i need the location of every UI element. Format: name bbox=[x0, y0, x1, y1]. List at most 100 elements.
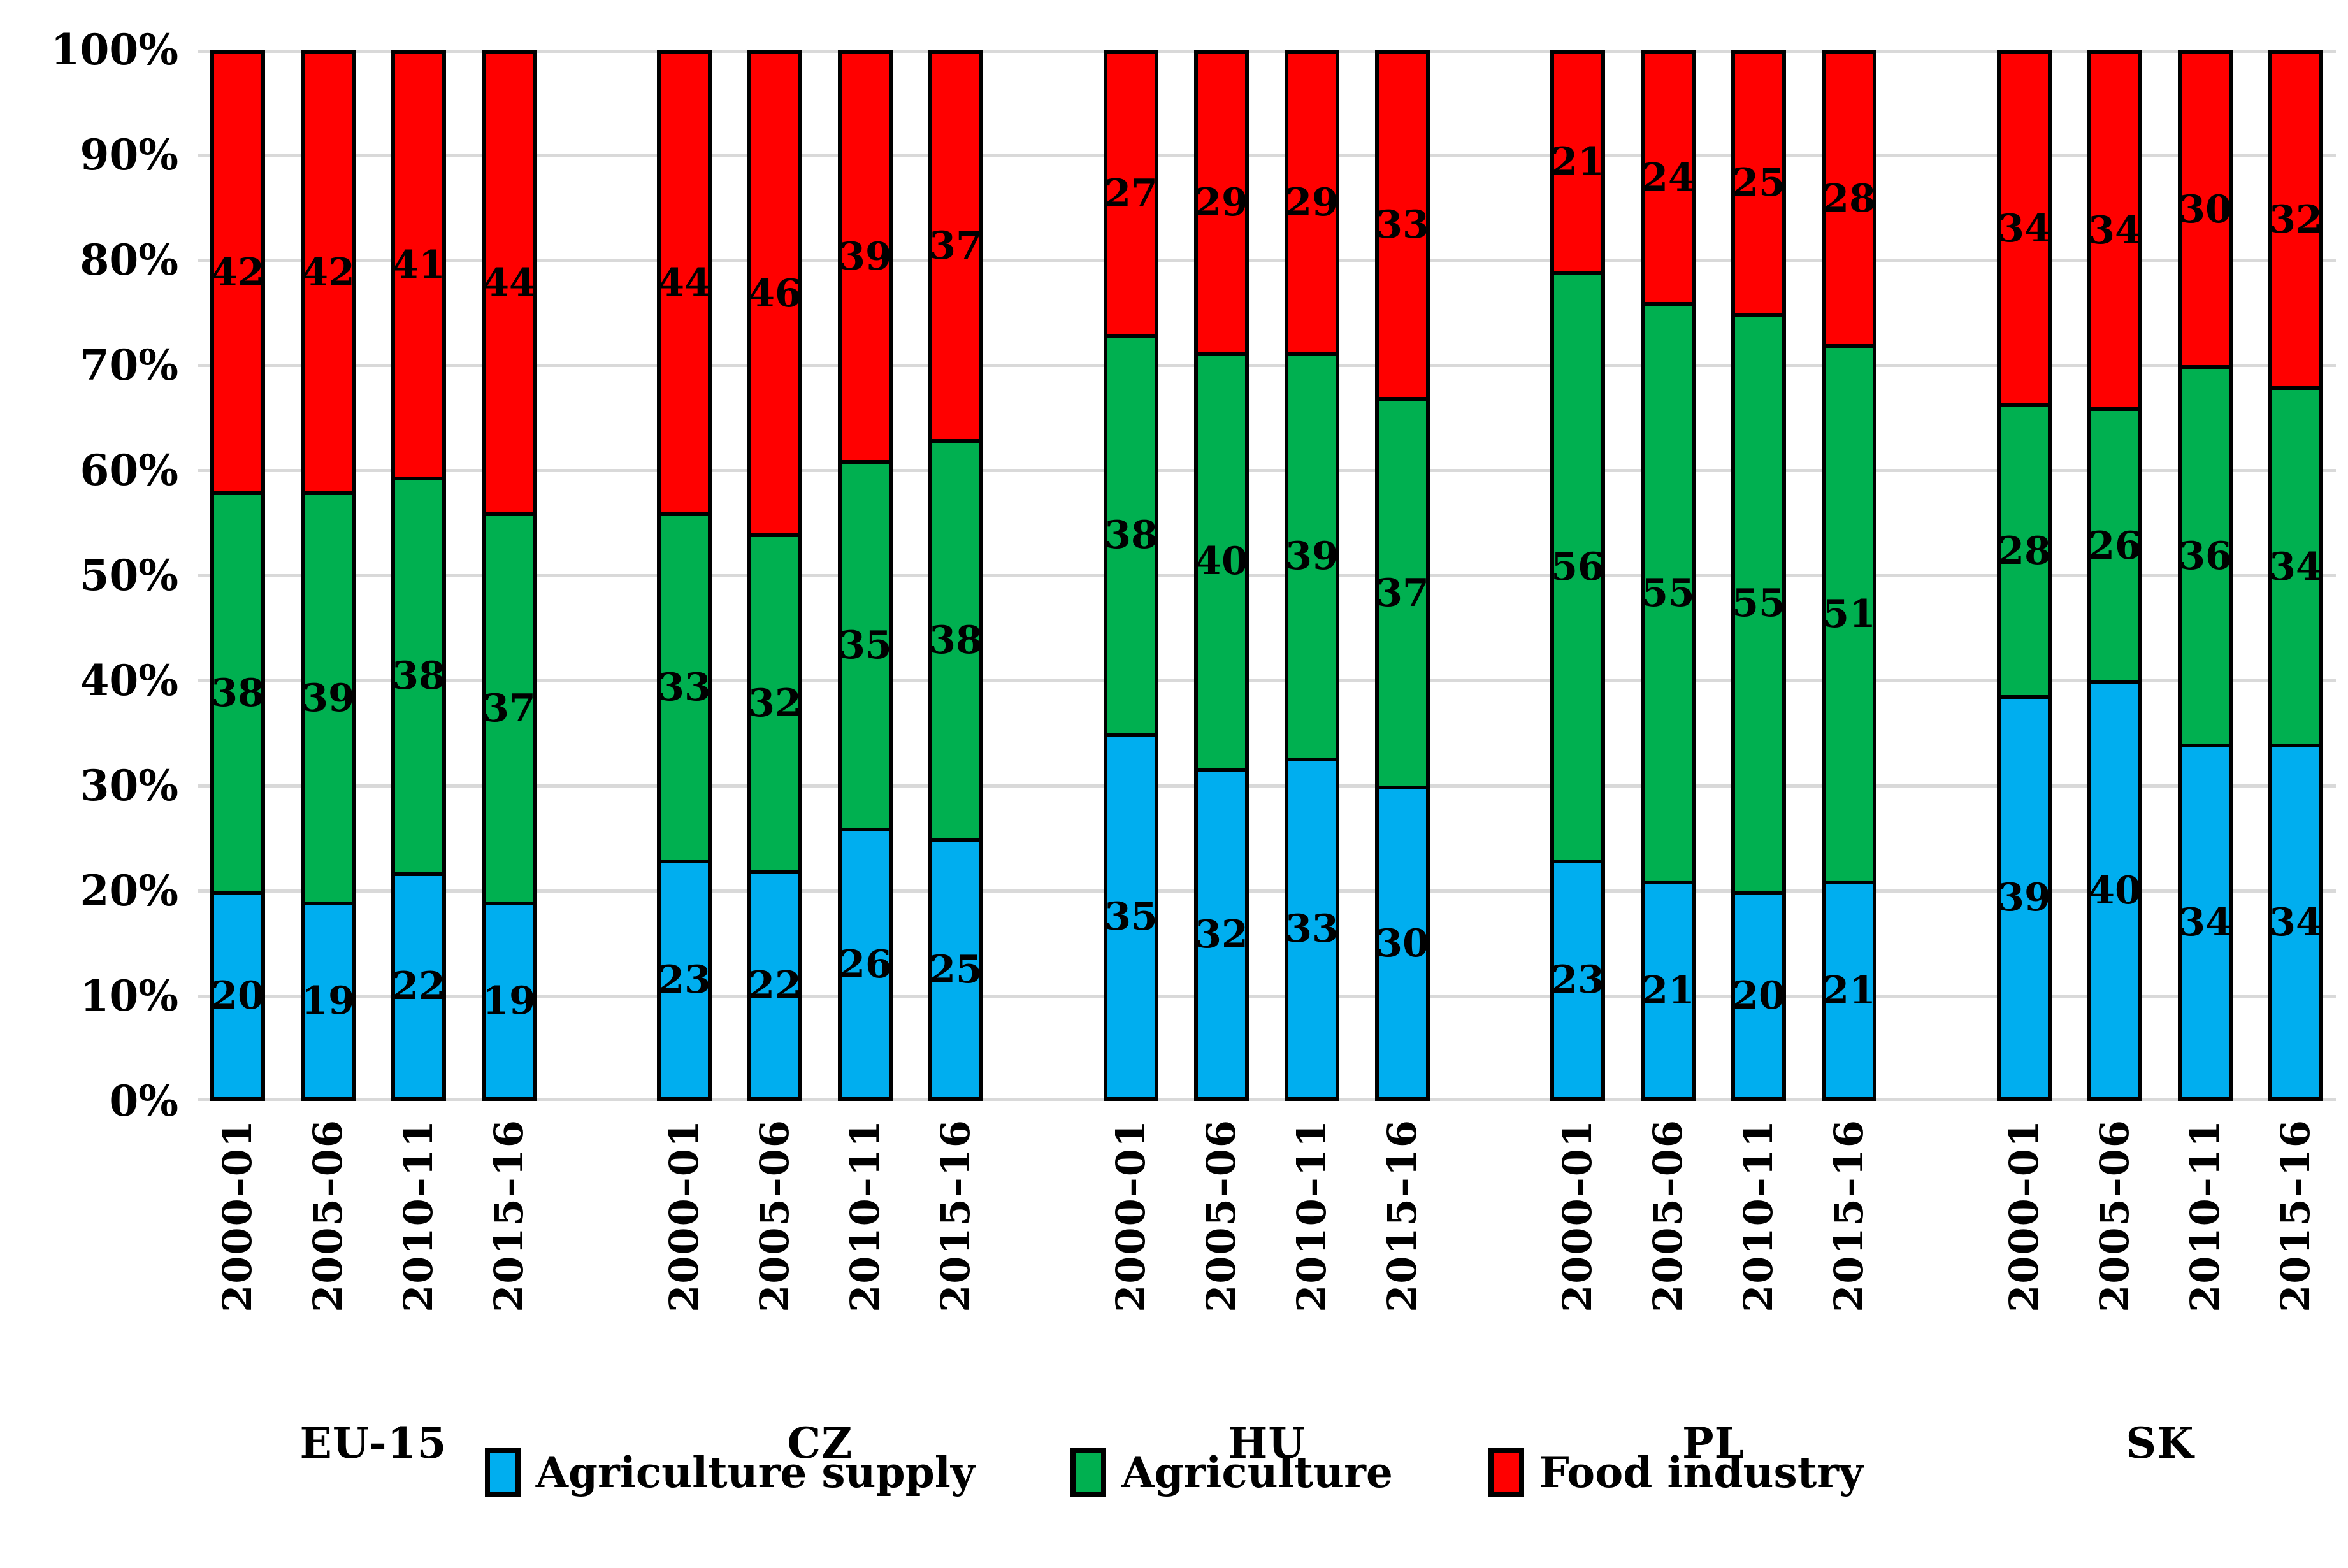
segment-food-industry: 42 bbox=[210, 50, 265, 491]
x-tick-label: 2005–06 bbox=[751, 1119, 798, 1313]
segment-agriculture: 38 bbox=[210, 491, 265, 891]
segment-value-label: 32 bbox=[2269, 198, 2323, 242]
y-axis-tick-label: 70% bbox=[80, 340, 178, 390]
segment-agriculture: 33 bbox=[657, 512, 712, 860]
segment-agriculture: 55 bbox=[1731, 312, 1786, 891]
segment-value-label: 23 bbox=[658, 958, 711, 1003]
segment-food-industry: 34 bbox=[1997, 50, 2052, 404]
gridline bbox=[198, 574, 2336, 577]
segment-agriculture-supply: 23 bbox=[657, 859, 712, 1101]
x-tick: 2005–06 bbox=[1641, 1119, 1696, 1393]
segment-agriculture-supply: 25 bbox=[928, 838, 983, 1101]
y-axis-tick-label: 30% bbox=[80, 761, 178, 810]
stacked-bar-hu-2010-11: 29 39 33 bbox=[1285, 50, 1339, 1101]
segment-value-label: 51 bbox=[1822, 591, 1876, 637]
x-tick: 2015–16 bbox=[482, 1119, 537, 1393]
segment-agriculture: 38 bbox=[928, 438, 983, 838]
legend-label: Agriculture supply bbox=[535, 1448, 976, 1497]
segment-value-label: 42 bbox=[301, 250, 355, 295]
x-tick: 2010–11 bbox=[838, 1119, 893, 1393]
segment-agriculture: 39 bbox=[1285, 351, 1339, 758]
segment-value-label: 30 bbox=[2179, 187, 2232, 232]
stacked-bar-hu-2000-01: 27 38 35 bbox=[1104, 50, 1158, 1101]
y-axis-tick-label: 10% bbox=[80, 971, 178, 1021]
segment-food-industry: 24 bbox=[1641, 50, 1696, 302]
gridline bbox=[198, 679, 2336, 682]
segment-value-label: 20 bbox=[1732, 974, 1785, 1018]
segment-agriculture: 38 bbox=[391, 476, 446, 872]
segment-food-industry: 41 bbox=[391, 50, 446, 477]
segment-food-industry: 32 bbox=[2268, 50, 2323, 386]
segment-value-label: 36 bbox=[2179, 534, 2232, 579]
segment-food-industry: 39 bbox=[838, 50, 893, 460]
segment-food-industry: 21 bbox=[1550, 50, 1605, 271]
segment-value-label: 37 bbox=[1376, 570, 1429, 615]
segment-food-industry: 25 bbox=[1731, 50, 1786, 313]
segment-value-label: 34 bbox=[2269, 544, 2323, 589]
stacked-bar-sk-2000-01: 34 28 39 bbox=[1997, 50, 2052, 1101]
gridline bbox=[198, 889, 2336, 893]
y-axis-tick-label: 50% bbox=[80, 550, 178, 600]
segment-value-label: 26 bbox=[839, 942, 892, 987]
segment-agriculture-supply: 30 bbox=[1375, 786, 1430, 1101]
legend-color-swatch-agriculture-supply bbox=[484, 1448, 521, 1497]
segment-value-label: 30 bbox=[1376, 921, 1429, 966]
y-axis: 0% 10% 20% 30% 40% 50% 60% 70% 80% 90% 100% bbox=[0, 25, 178, 1126]
y-axis-tick-label: 0% bbox=[109, 1076, 178, 1126]
x-tick-label: 2005–06 bbox=[1645, 1119, 1691, 1313]
y-axis-tick-label: 80% bbox=[80, 235, 178, 285]
group-label-cz: CZ bbox=[787, 1418, 853, 1468]
segment-value-label: 29 bbox=[1195, 180, 1248, 225]
segment-value-label: 38 bbox=[929, 618, 983, 663]
segment-agriculture-supply: 40 bbox=[2087, 680, 2142, 1101]
stacked-bar-eu-15-2015-16: 44 37 19 bbox=[482, 50, 537, 1101]
segment-value-label: 39 bbox=[1285, 534, 1339, 579]
bar-group-hu: 27 38 35 29 40 32 29 39 33 33 37 30 2000–01 2005–06 20… bbox=[1104, 50, 1430, 1468]
segment-value-label: 34 bbox=[2088, 208, 2142, 253]
x-tick: 2000–01 bbox=[210, 1119, 265, 1393]
legend-label: Food industry bbox=[1539, 1448, 1864, 1497]
bars-row: 27 38 35 29 40 32 29 39 33 33 37 30 bbox=[1104, 50, 1430, 1101]
stacked-bar-pl-2015-16: 28 51 21 bbox=[1822, 50, 1876, 1101]
stacked-bar-sk-2005-06: 34 26 40 bbox=[2087, 50, 2142, 1101]
x-tick: 2010–11 bbox=[2178, 1119, 2233, 1393]
segment-value-label: 34 bbox=[2179, 900, 2232, 945]
segment-value-label: 19 bbox=[482, 979, 536, 1024]
segment-value-label: 39 bbox=[1998, 875, 2051, 921]
segment-value-label: 38 bbox=[392, 654, 445, 699]
stacked-bar-sk-2010-11: 30 36 34 bbox=[2178, 50, 2233, 1101]
segment-agriculture: 55 bbox=[1641, 302, 1696, 881]
segment-food-industry: 29 bbox=[1194, 50, 1249, 352]
segment-food-industry: 42 bbox=[301, 50, 356, 491]
x-tick-label: 2015–16 bbox=[1379, 1119, 1425, 1313]
segment-value-label: 38 bbox=[211, 670, 264, 716]
segment-value-label: 37 bbox=[482, 686, 536, 731]
group-label-eu-15: EU-15 bbox=[299, 1418, 447, 1468]
group-label-hu: HU bbox=[1228, 1418, 1306, 1468]
segment-value-label: 46 bbox=[748, 271, 802, 316]
x-ticks-row: 2000–01 2005–06 2010–11 2015–16 bbox=[1104, 1119, 1430, 1393]
segment-agriculture-supply: 20 bbox=[1731, 891, 1786, 1101]
stacked-bar-eu-15-2005-06: 42 39 19 bbox=[301, 50, 356, 1101]
stacked-bar-eu-15-2010-11: 41 38 22 bbox=[391, 50, 446, 1101]
x-tick-label: 2000–01 bbox=[214, 1119, 261, 1313]
stacked-bar-pl-2005-06: 24 55 21 bbox=[1641, 50, 1696, 1101]
segment-agriculture-supply: 34 bbox=[2268, 744, 2323, 1101]
x-tick-label: 2000–01 bbox=[1107, 1119, 1154, 1313]
segment-value-label: 44 bbox=[658, 261, 711, 305]
x-ticks-row: 2000–01 2005–06 2010–11 2015–16 bbox=[657, 1119, 983, 1393]
segment-value-label: 27 bbox=[1104, 171, 1158, 216]
segment-value-label: 22 bbox=[748, 963, 802, 1008]
stacked-bar-pl-2010-11: 25 55 20 bbox=[1731, 50, 1786, 1101]
segment-value-label: 55 bbox=[1641, 570, 1695, 615]
segment-agriculture-supply: 34 bbox=[2178, 744, 2233, 1101]
segment-food-industry: 29 bbox=[1285, 50, 1339, 352]
segment-value-label: 28 bbox=[1998, 529, 2051, 574]
segment-agriculture-supply: 22 bbox=[391, 872, 446, 1101]
segment-value-label: 33 bbox=[658, 665, 711, 710]
stacked-bar-hu-2005-06: 29 40 32 bbox=[1194, 50, 1249, 1101]
stacked-bar-sk-2015-16: 32 34 34 bbox=[2268, 50, 2323, 1101]
gridline bbox=[198, 364, 2336, 367]
x-tick: 2005–06 bbox=[747, 1119, 802, 1393]
x-tick: 2015–16 bbox=[1822, 1119, 1876, 1393]
